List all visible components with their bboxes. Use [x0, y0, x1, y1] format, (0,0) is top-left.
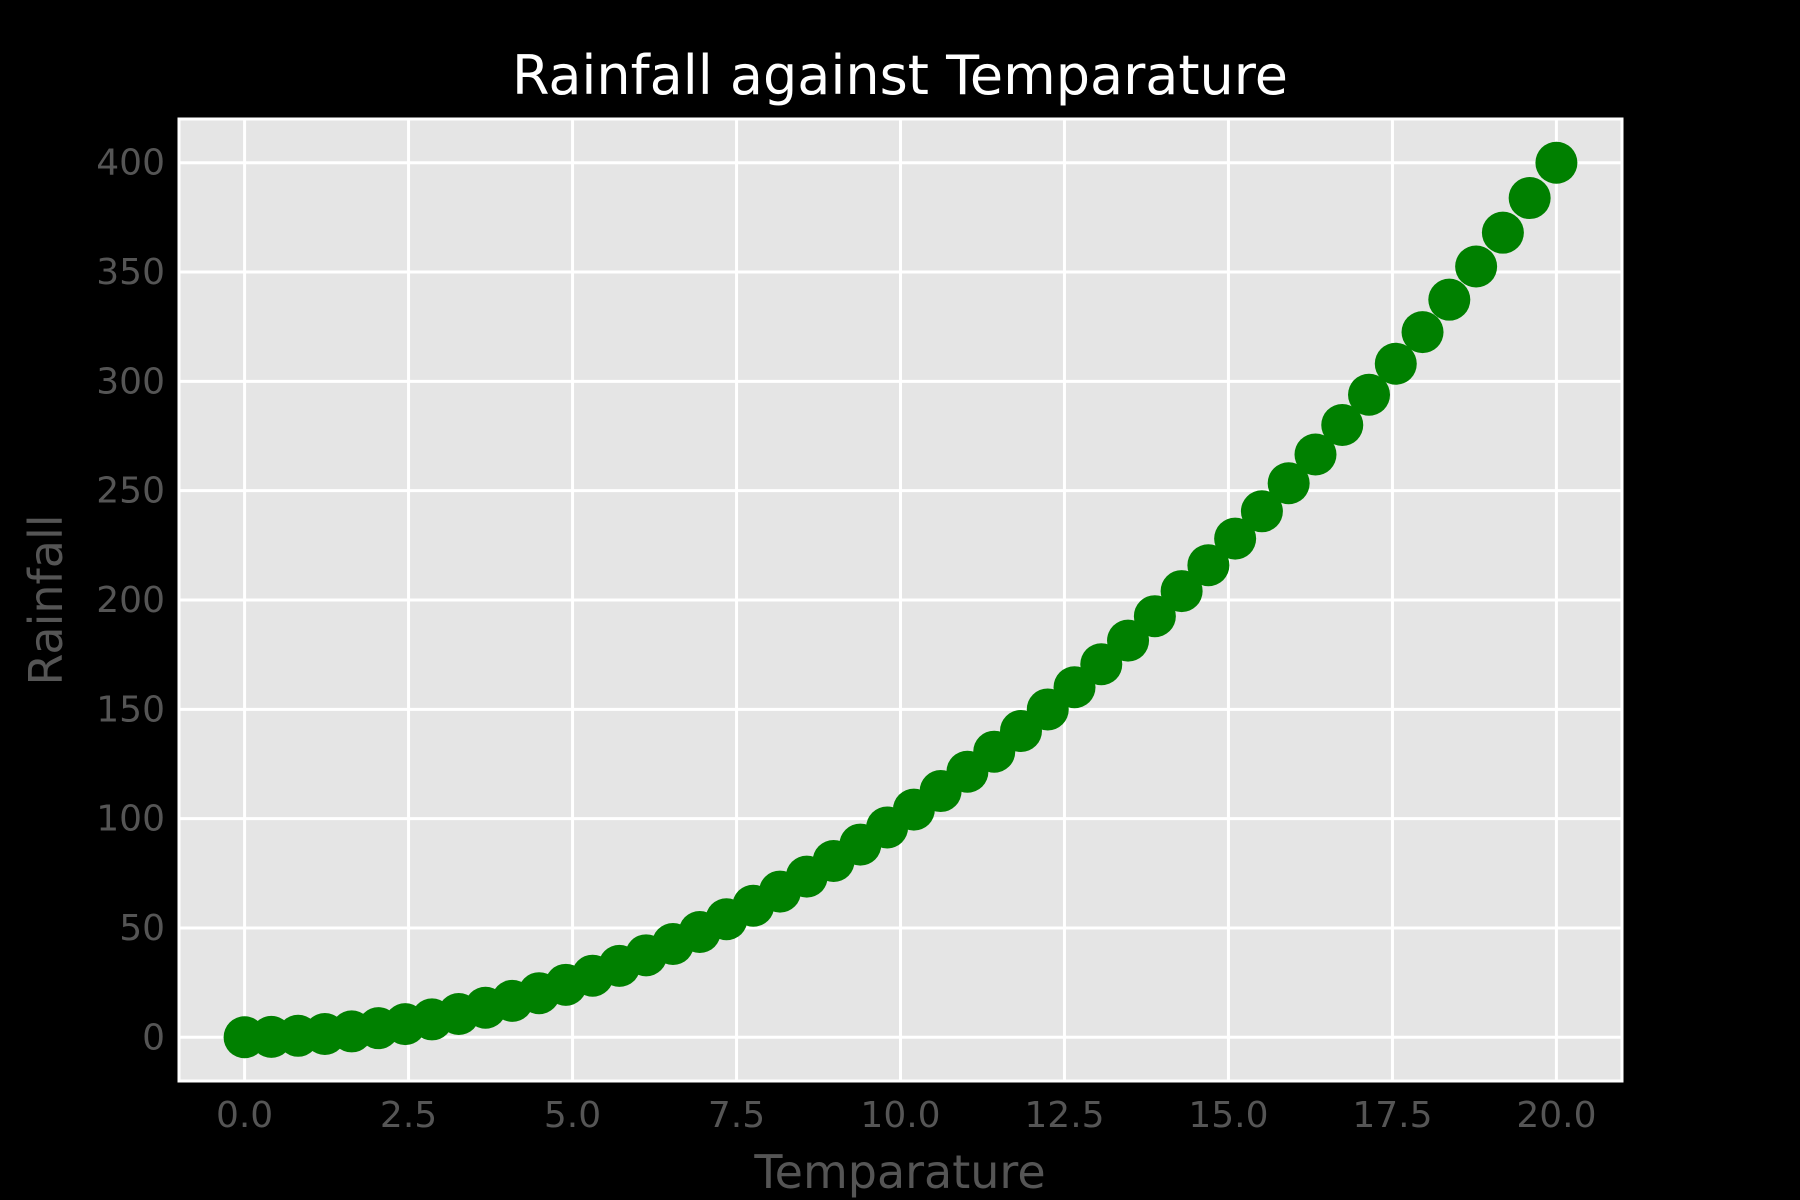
x-tick-label: 0.0	[216, 1095, 273, 1136]
data-point	[1240, 490, 1283, 533]
y-tick-label: 0	[142, 1017, 165, 1058]
chart-title: Rainfall against Temparature	[512, 44, 1288, 107]
data-point	[1187, 544, 1230, 587]
y-tick-label: 250	[96, 471, 165, 512]
data-point	[1401, 311, 1444, 354]
x-tick-label: 7.5	[708, 1095, 765, 1136]
y-tick-label: 350	[96, 252, 165, 293]
x-tick-label: 15.0	[1188, 1095, 1268, 1136]
data-point	[1133, 595, 1176, 638]
x-tick-label: 12.5	[1024, 1095, 1104, 1136]
data-point	[1535, 141, 1578, 184]
y-tick-label: 300	[96, 361, 165, 402]
y-tick-label: 200	[96, 580, 165, 621]
data-point	[1428, 278, 1471, 321]
x-tick-label: 17.5	[1352, 1095, 1432, 1136]
data-point	[1481, 211, 1524, 254]
y-tick-label: 50	[119, 908, 165, 949]
y-tick-label: 400	[96, 143, 165, 184]
y-axis-label: Rainfall	[19, 514, 73, 685]
data-point	[1214, 517, 1257, 560]
x-axis-ticks: 0.0 2.5 5.0 7.5 10.0 12.5 15.0 17.5 20.0	[216, 1095, 1597, 1136]
x-tick-label: 20.0	[1516, 1095, 1596, 1136]
y-tick-label: 100	[96, 799, 165, 840]
y-tick-label: 150	[96, 689, 165, 730]
data-point	[1508, 177, 1551, 220]
data-point	[1294, 433, 1337, 476]
data-point	[1455, 245, 1498, 288]
y-axis-ticks: 0 50 100 150 200 250 300 350 400	[96, 143, 165, 1059]
x-axis-label: Temparature	[753, 1145, 1045, 1199]
data-point	[1321, 403, 1364, 446]
data-point	[1348, 373, 1391, 416]
data-point	[1374, 342, 1417, 385]
data-point	[1107, 619, 1150, 662]
x-tick-label: 2.5	[380, 1095, 437, 1136]
x-tick-label: 10.0	[860, 1095, 940, 1136]
data-point	[1160, 570, 1203, 613]
x-tick-label: 5.0	[544, 1095, 601, 1136]
data-point	[1267, 462, 1310, 505]
data-points	[223, 141, 1578, 1059]
